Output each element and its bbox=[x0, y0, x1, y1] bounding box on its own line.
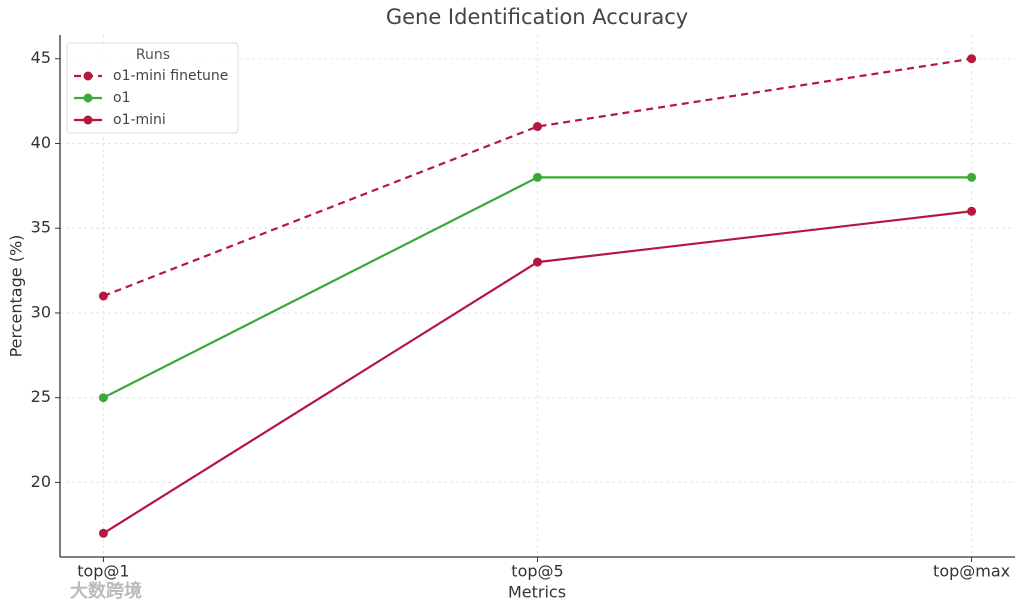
point bbox=[98, 291, 108, 301]
y-tick-label: 45 bbox=[31, 48, 51, 67]
legend-title: Runs bbox=[136, 47, 170, 63]
y-tick-label: 30 bbox=[31, 302, 51, 321]
legend-marker bbox=[83, 71, 93, 81]
series-line bbox=[103, 57, 972, 298]
legend-label: o1-mini finetune bbox=[113, 68, 228, 84]
legend-label: o1 bbox=[113, 90, 130, 106]
point bbox=[533, 122, 542, 132]
chart-title: Gene Identification Accuracy bbox=[386, 5, 688, 29]
y-tick-label: 25 bbox=[31, 387, 51, 406]
x-axis-label: Metrics bbox=[508, 583, 566, 602]
y-tick-label: 20 bbox=[31, 472, 51, 491]
x-tick-label: top@max bbox=[933, 562, 1010, 581]
point bbox=[98, 393, 108, 403]
x-tick-label: top@5 bbox=[511, 562, 563, 581]
legend-box bbox=[66, 42, 239, 134]
legend-marker bbox=[83, 115, 93, 125]
point bbox=[533, 257, 542, 267]
y-tick-label: 35 bbox=[31, 218, 51, 237]
legend-marker bbox=[83, 93, 93, 103]
legend-label: o1-mini bbox=[113, 112, 166, 128]
point bbox=[533, 172, 542, 182]
watermark: 大数跨境 bbox=[70, 580, 142, 602]
y-axis-label: Percentage (%) bbox=[7, 235, 26, 358]
point bbox=[967, 206, 977, 216]
point bbox=[98, 528, 108, 538]
point bbox=[967, 172, 977, 182]
x-tick-label: top@1 bbox=[77, 562, 129, 581]
point bbox=[967, 54, 977, 64]
y-tick-label: 40 bbox=[31, 133, 51, 152]
